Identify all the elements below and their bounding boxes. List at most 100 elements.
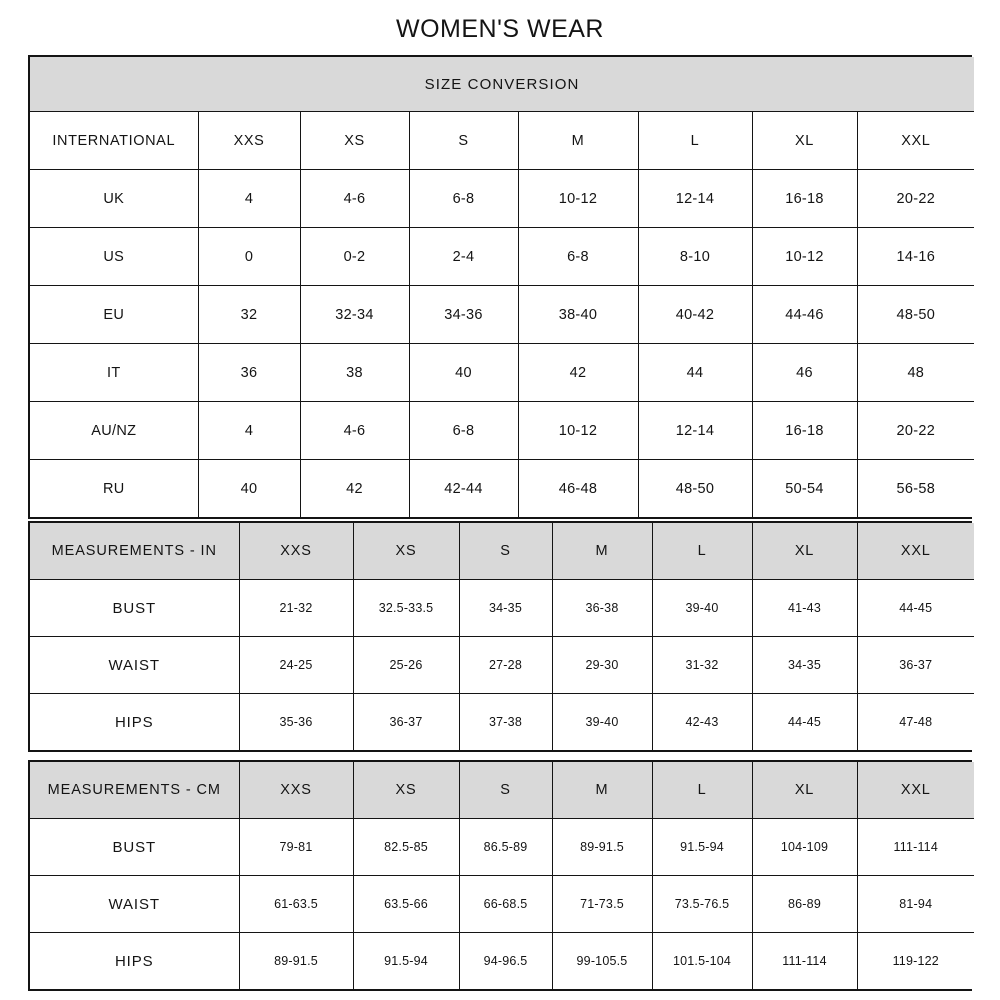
column-header-xl: XL	[751, 523, 858, 580]
cell-value: 37-38	[458, 693, 553, 750]
table-row: BUST 21-32 32.5-33.5 34-35 36-38 39-40 4…	[30, 579, 974, 637]
cell-value: 20-22	[856, 169, 975, 228]
column-header-xs: XS	[352, 523, 460, 580]
cell-value: 40	[408, 343, 519, 402]
column-header-m: M	[517, 111, 639, 170]
row-label: WAIST	[30, 636, 240, 694]
cell-value: 91.5-94	[352, 932, 460, 989]
cell-value: 0-2	[299, 227, 410, 286]
cell-value: 32	[197, 285, 301, 344]
measurements-cm-header-row: MEASUREMENTS - CM XXS XS S M L XL XXL	[30, 762, 974, 819]
cell-value: 82.5-85	[352, 818, 460, 876]
table-row: IT 36 38 40 42 44 46 48	[30, 343, 975, 402]
cell-value: 44-45	[856, 579, 974, 637]
cell-value: 91.5-94	[651, 818, 753, 876]
cell-value: 14-16	[856, 227, 975, 286]
column-header-s: S	[458, 762, 553, 819]
cell-value: 101.5-104	[651, 932, 753, 989]
column-header-measurements-cm: MEASUREMENTS - CM	[30, 762, 240, 819]
cell-value: 39-40	[551, 693, 653, 750]
cell-value: 41-43	[751, 579, 858, 637]
size-conversion-table-block: SIZE CONVERSION INTERNATIONAL XXS XS S M…	[28, 55, 975, 519]
row-label: US	[30, 227, 199, 286]
cell-value: 10-12	[751, 227, 858, 286]
measurements-in-header-row: MEASUREMENTS - IN XXS XS S M L XL XXL	[30, 523, 974, 580]
cell-value: 10-12	[517, 401, 639, 460]
cell-value: 46	[751, 343, 858, 402]
cell-value: 71-73.5	[551, 875, 653, 933]
cell-value: 34-35	[751, 636, 858, 694]
row-label: AU/NZ	[30, 401, 199, 460]
column-header-xs: XS	[299, 111, 410, 170]
cell-value: 29-30	[551, 636, 653, 694]
cell-value: 119-122	[856, 932, 974, 989]
measurements-in-table: MEASUREMENTS - IN XXS XS S M L XL XXL BU…	[30, 523, 974, 750]
column-header-xxs: XXS	[197, 111, 301, 170]
row-label: HIPS	[30, 932, 240, 989]
cell-value: 6-8	[517, 227, 639, 286]
cell-value: 12-14	[637, 401, 753, 460]
cell-value: 89-91.5	[551, 818, 653, 876]
column-header-m: M	[551, 762, 653, 819]
column-header-l: L	[651, 523, 753, 580]
row-label: BUST	[30, 579, 240, 637]
cell-value: 27-28	[458, 636, 553, 694]
cell-value: 48-50	[637, 459, 753, 517]
column-header-xxs: XXS	[238, 762, 354, 819]
cell-value: 42	[299, 459, 410, 517]
row-label: BUST	[30, 818, 240, 876]
cell-value: 32.5-33.5	[352, 579, 460, 637]
column-header-xs: XS	[352, 762, 460, 819]
table-row: EU 32 32-34 34-36 38-40 40-42 44-46 48-5…	[30, 285, 975, 344]
row-label: IT	[30, 343, 199, 402]
cell-value: 42-43	[651, 693, 753, 750]
cell-value: 73.5-76.5	[651, 875, 753, 933]
cell-value: 99-105.5	[551, 932, 653, 989]
cell-value: 35-36	[238, 693, 354, 750]
cell-value: 0	[197, 227, 301, 286]
cell-value: 44-45	[751, 693, 858, 750]
table-row: WAIST 61-63.5 63.5-66 66-68.5 71-73.5 73…	[30, 875, 974, 933]
cell-value: 36-37	[856, 636, 974, 694]
cell-value: 39-40	[651, 579, 753, 637]
cell-value: 4-6	[299, 169, 410, 228]
cell-value: 21-32	[238, 579, 354, 637]
cell-value: 94-96.5	[458, 932, 553, 989]
column-header-m: M	[551, 523, 653, 580]
cell-value: 36	[197, 343, 301, 402]
cell-value: 25-26	[352, 636, 460, 694]
table-row: WAIST 24-25 25-26 27-28 29-30 31-32 34-3…	[30, 636, 974, 694]
table-row: UK 4 4-6 6-8 10-12 12-14 16-18 20-22	[30, 169, 975, 228]
cell-value: 40	[197, 459, 301, 517]
cell-value: 48-50	[856, 285, 975, 344]
column-header-xl: XL	[751, 111, 858, 170]
cell-value: 47-48	[856, 693, 974, 750]
column-header-xxl: XXL	[856, 762, 974, 819]
cell-value: 66-68.5	[458, 875, 553, 933]
row-label: WAIST	[30, 875, 240, 933]
cell-value: 36-37	[352, 693, 460, 750]
measurements-in-table-block: MEASUREMENTS - IN XXS XS S M L XL XXL BU…	[28, 521, 974, 752]
table-row: AU/NZ 4 4-6 6-8 10-12 12-14 16-18 20-22	[30, 401, 975, 460]
cell-value: 89-91.5	[238, 932, 354, 989]
cell-value: 48	[856, 343, 975, 402]
column-header-international: INTERNATIONAL	[30, 111, 199, 170]
cell-value: 2-4	[408, 227, 519, 286]
cell-value: 38-40	[517, 285, 639, 344]
column-header-l: L	[651, 762, 753, 819]
table-row: HIPS 89-91.5 91.5-94 94-96.5 99-105.5 10…	[30, 932, 974, 989]
column-header-xl: XL	[751, 762, 858, 819]
size-conversion-banner-row: SIZE CONVERSION	[30, 57, 975, 112]
cell-value: 44-46	[751, 285, 858, 344]
cell-value: 31-32	[651, 636, 753, 694]
cell-value: 6-8	[408, 169, 519, 228]
row-label: HIPS	[30, 693, 240, 750]
measurements-cm-table: MEASUREMENTS - CM XXS XS S M L XL XXL BU…	[30, 762, 974, 989]
cell-value: 24-25	[238, 636, 354, 694]
cell-value: 4	[197, 401, 301, 460]
cell-value: 6-8	[408, 401, 519, 460]
column-header-s: S	[408, 111, 519, 170]
table-row: US 0 0-2 2-4 6-8 8-10 10-12 14-16	[30, 227, 975, 286]
cell-value: 20-22	[856, 401, 975, 460]
